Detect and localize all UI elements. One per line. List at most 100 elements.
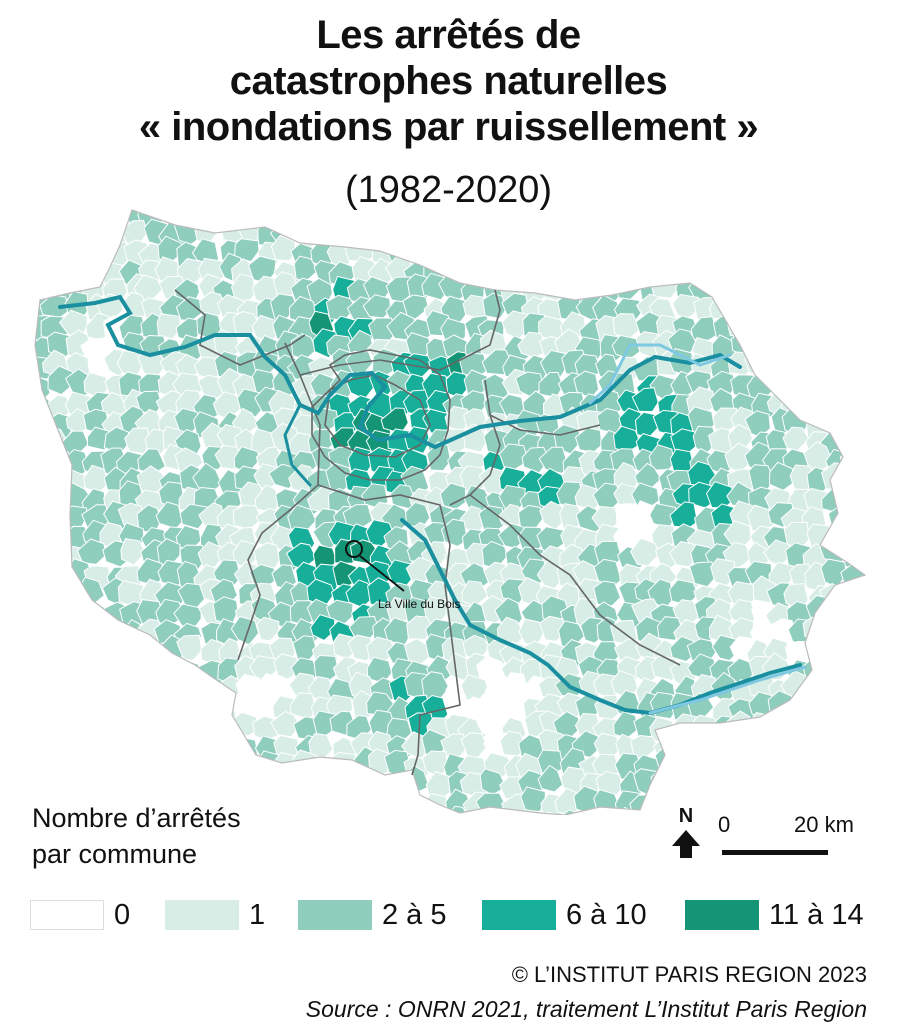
commune-cell [80, 768, 107, 794]
commune-cell [141, 753, 167, 781]
commune-cell [406, 215, 434, 245]
commune-cell [176, 634, 203, 662]
legend-title-line-1: Nombre d’arrêtés [32, 803, 241, 833]
commune-cell [116, 671, 145, 701]
commune-cell [809, 242, 835, 268]
commune-cell [784, 347, 814, 374]
commune-cell [817, 351, 847, 378]
commune-cell [47, 692, 72, 719]
commune-cell [407, 195, 432, 208]
commune-cell [479, 210, 507, 230]
commune-cell [7, 641, 31, 666]
commune-cell [215, 195, 244, 208]
commune-cell [46, 717, 74, 743]
commune-cell [694, 235, 721, 263]
commune-cell [820, 258, 847, 287]
legend-label-2: 2 à 5 [382, 899, 447, 931]
commune-cell [803, 221, 831, 249]
commune-cell [35, 487, 38, 515]
commune-cell [692, 726, 722, 757]
commune-cell [84, 711, 113, 738]
commune-cell [763, 218, 791, 249]
commune-cell [8, 237, 33, 262]
commune-cell [251, 774, 280, 799]
commune-cell [85, 696, 113, 723]
commune-cell [822, 300, 853, 328]
commune-cell [558, 273, 585, 301]
commune-cell [784, 220, 813, 247]
commune-cell [35, 427, 57, 458]
commune-cell [231, 770, 260, 798]
commune-cell [844, 729, 865, 755]
scale-start: 0 [718, 812, 731, 837]
commune-cell [824, 195, 849, 209]
commune-cell [406, 236, 432, 264]
commune-cell [668, 238, 699, 265]
commune-cell [233, 195, 259, 204]
commune-cell [556, 221, 585, 249]
commune-cell [102, 637, 133, 666]
commune-cell [840, 210, 865, 226]
commune-cell [35, 697, 52, 725]
commune-cell [841, 618, 865, 648]
commune-cell [690, 316, 718, 341]
commune-cell [822, 637, 850, 665]
commune-cell [173, 195, 199, 205]
commune-cell [826, 373, 851, 401]
commune-cell [348, 221, 378, 249]
legend-swatch-2 [298, 900, 372, 930]
commune-cell [98, 772, 130, 802]
commune-cell [104, 731, 134, 758]
commune-cell [746, 241, 774, 267]
commune-cell [5, 434, 32, 459]
commune-cell [821, 233, 849, 262]
commune-cell [480, 810, 508, 815]
commune-cell [823, 753, 855, 782]
commune-cell [42, 659, 69, 684]
commune-cell [141, 769, 169, 799]
commune-cell [308, 219, 335, 246]
commune-cell [41, 735, 68, 761]
commune-cell [862, 619, 865, 646]
commune-cell [807, 389, 837, 414]
commune-cell [859, 484, 865, 511]
commune-cell [5, 732, 30, 758]
commune-cell [123, 697, 152, 724]
commune-cell [424, 793, 449, 815]
commune-cell [198, 691, 227, 719]
commune-cell [368, 195, 394, 204]
commune-cell [82, 210, 109, 229]
commune-cell [613, 195, 640, 203]
commune-cell [862, 732, 865, 758]
commune-cell [823, 662, 852, 687]
commune-cell [843, 639, 865, 669]
commune-cell [481, 256, 507, 285]
source: Source : ONRN 2021, traitement L’Institu… [305, 996, 867, 1022]
commune-cell [635, 251, 666, 281]
commune-cell [595, 223, 621, 248]
commune-cell [81, 660, 110, 685]
commune-cell [762, 279, 790, 307]
commune-cell [821, 730, 849, 758]
commune-cell [784, 195, 809, 204]
commune-cell [35, 542, 49, 567]
commune-cell [802, 786, 831, 812]
commune-cell [827, 600, 853, 631]
commune-cell [442, 210, 470, 234]
commune-cell [136, 656, 164, 683]
commune-cell [35, 756, 36, 783]
commune-cell [140, 195, 166, 207]
commune-cell [234, 751, 261, 778]
commune-cell [121, 634, 151, 664]
legend-title: Nombre d’arrêtés par commune [32, 800, 241, 872]
north-arrow: N [668, 806, 704, 862]
commune-cell [47, 365, 76, 396]
commune-cell [138, 692, 168, 722]
commune-cell [8, 447, 34, 475]
commune-cell [750, 317, 778, 344]
legend-swatch-4 [685, 900, 759, 930]
commune-cell [44, 541, 75, 569]
commune-cell [743, 774, 773, 802]
commune-cell [195, 710, 222, 738]
commune-cell [670, 732, 699, 760]
